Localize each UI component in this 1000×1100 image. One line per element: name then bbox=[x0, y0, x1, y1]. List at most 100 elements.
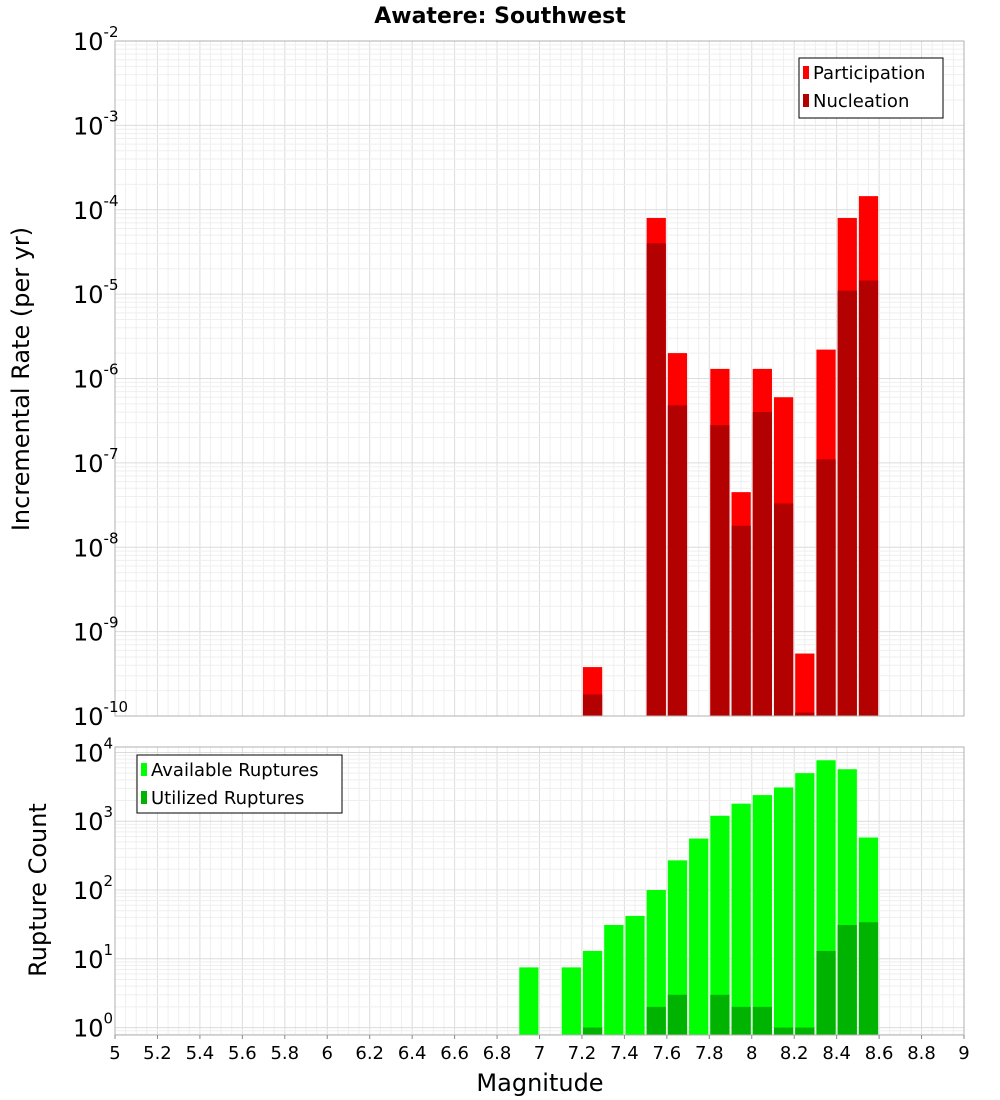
x-tick-label: 7.4 bbox=[610, 1043, 639, 1064]
y-tick-base: 10 bbox=[73, 28, 104, 56]
y-tick-label: 10-2 bbox=[73, 23, 119, 56]
x-tick-label: 8.2 bbox=[780, 1043, 809, 1064]
x-tick-labels: 5 5.2 5.4 5.6 5.8 6 6.2 6.4 6.6 6.8 7 7.2 7.4 7.6 7.8 8… bbox=[109, 1035, 970, 1064]
y-tick-exponent: -7 bbox=[104, 445, 119, 463]
grid bbox=[114, 40, 965, 717]
x-tick-label: 8.6 bbox=[865, 1043, 894, 1064]
y-tick-base: 10 bbox=[73, 450, 104, 478]
y-tick-label: 10-4 bbox=[73, 192, 119, 225]
y-tick-exponent: 2 bbox=[104, 872, 114, 890]
legend-label: Participation bbox=[813, 63, 925, 84]
x-tick-label: 5 bbox=[109, 1043, 120, 1064]
y-tick-label: 104 bbox=[73, 734, 113, 767]
bar bbox=[667, 994, 688, 1035]
x-tick-label: 8.8 bbox=[907, 1043, 936, 1064]
y-tick-exponent: -4 bbox=[104, 192, 119, 210]
bar bbox=[561, 967, 581, 1035]
y-tick-label: 10-6 bbox=[73, 361, 119, 394]
x-tick-label: 9 bbox=[958, 1043, 969, 1064]
x-tick-label: 5.4 bbox=[186, 1043, 215, 1064]
y-tick-base: 10 bbox=[73, 197, 104, 225]
y-tick-label: 10-9 bbox=[73, 614, 119, 647]
x-tick-label: 8 bbox=[746, 1043, 757, 1064]
bar bbox=[795, 773, 815, 1035]
y-tick-label: 10-5 bbox=[73, 276, 119, 309]
bar bbox=[582, 694, 603, 716]
y-tick-base: 10 bbox=[73, 946, 104, 974]
bar bbox=[646, 243, 666, 717]
x-tick-label: 8.4 bbox=[822, 1043, 851, 1064]
legend-swatch bbox=[141, 791, 147, 804]
bars bbox=[519, 760, 879, 1035]
x-tick-label: 7 bbox=[534, 1043, 545, 1064]
y-tick-exponent: -2 bbox=[104, 23, 119, 41]
y-tick-base: 10 bbox=[73, 112, 104, 140]
bar bbox=[646, 1006, 666, 1035]
series-utilized-ruptures bbox=[582, 922, 879, 1035]
x-tick-label: 5.2 bbox=[143, 1043, 172, 1064]
y-tick-base: 10 bbox=[73, 808, 104, 836]
bar bbox=[752, 412, 772, 716]
bar bbox=[731, 803, 751, 1035]
y-tick-base: 10 bbox=[73, 1015, 104, 1043]
x-tick-label: 7.8 bbox=[695, 1043, 724, 1064]
legend-swatch bbox=[803, 94, 809, 107]
y-tick-label: 10-10 bbox=[73, 698, 128, 731]
bottom-y-axis-label: Rupture Count bbox=[24, 803, 52, 977]
bar bbox=[795, 1027, 815, 1035]
legend-box bbox=[136, 754, 343, 814]
bar bbox=[858, 280, 879, 716]
bar bbox=[646, 890, 666, 1035]
y-tick-exponent: -6 bbox=[104, 361, 119, 379]
y-tick-exponent: 4 bbox=[104, 734, 114, 752]
legend-swatch bbox=[803, 66, 809, 79]
bar bbox=[731, 1006, 751, 1035]
x-tick-label: 7.6 bbox=[653, 1043, 682, 1064]
bar bbox=[667, 405, 688, 716]
bar bbox=[731, 525, 751, 716]
y-tick-exponent: -9 bbox=[104, 614, 119, 632]
bar bbox=[773, 1027, 794, 1035]
series-available-ruptures bbox=[519, 760, 879, 1035]
bar bbox=[710, 815, 730, 1035]
x-tick-label: 6.2 bbox=[355, 1043, 384, 1064]
rate-panel: 10-210-310-410-510-610-710-810-910-10Par… bbox=[73, 23, 965, 731]
bar bbox=[816, 950, 836, 1035]
x-axis-label: Magnitude bbox=[476, 1069, 603, 1097]
legend-label: Available Ruptures bbox=[151, 760, 319, 781]
bar bbox=[795, 712, 815, 716]
bar bbox=[795, 653, 815, 716]
bar bbox=[837, 924, 857, 1035]
y-tick-base: 10 bbox=[73, 739, 104, 767]
bar bbox=[667, 860, 688, 1035]
bar bbox=[710, 425, 730, 716]
y-tick-base: 10 bbox=[73, 877, 104, 905]
y-tick-base: 10 bbox=[73, 366, 104, 394]
y-tick-label: 10-8 bbox=[73, 529, 119, 562]
x-tick-label: 6.6 bbox=[440, 1043, 469, 1064]
bar bbox=[752, 1006, 772, 1035]
y-tick-label: 100 bbox=[73, 1010, 113, 1043]
x-tick-label: 6 bbox=[322, 1043, 333, 1064]
y-tick-exponent: -10 bbox=[104, 698, 129, 716]
series-nucleation bbox=[582, 243, 879, 717]
y-tick-label: 102 bbox=[73, 872, 113, 905]
y-tick-label: 101 bbox=[73, 941, 113, 974]
top-y-axis-label: Incremental Rate (per yr) bbox=[7, 227, 35, 531]
y-tick-base: 10 bbox=[73, 703, 104, 731]
bar bbox=[604, 924, 624, 1035]
x-tick-label: 7.2 bbox=[568, 1043, 597, 1064]
y-tick-base: 10 bbox=[73, 534, 104, 562]
legend-box bbox=[798, 57, 944, 119]
y-tick-exponent: -8 bbox=[104, 529, 119, 547]
bar bbox=[689, 838, 709, 1035]
y-tick-exponent: 3 bbox=[104, 803, 114, 821]
y-tick-base: 10 bbox=[73, 619, 104, 647]
bar bbox=[710, 994, 730, 1035]
bar bbox=[752, 795, 772, 1035]
bar bbox=[837, 290, 857, 716]
chart-title: Awatere: Southwest bbox=[374, 4, 626, 29]
legend-label: Nucleation bbox=[813, 91, 909, 112]
